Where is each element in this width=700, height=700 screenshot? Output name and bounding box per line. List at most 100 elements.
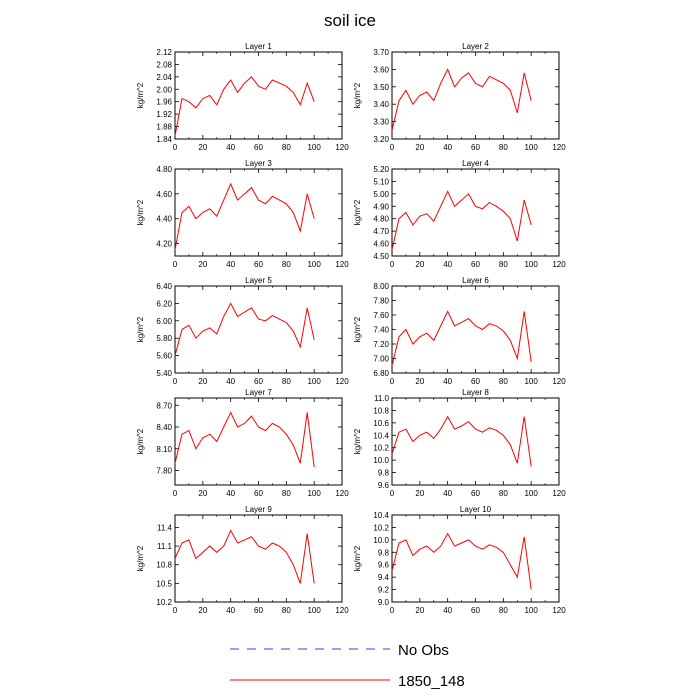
y-tick-label: 9.8 xyxy=(378,548,390,557)
y-tick-label: 4.90 xyxy=(373,202,389,211)
x-tick-label: 20 xyxy=(415,606,424,615)
y-tick-label: 3.40 xyxy=(373,100,389,109)
x-tick-label: 60 xyxy=(471,260,480,269)
x-tick-label: 40 xyxy=(226,606,235,615)
x-tick-label: 120 xyxy=(552,489,566,498)
x-tick-label: 100 xyxy=(524,377,538,386)
y-tick-label: 11.1 xyxy=(157,542,173,551)
x-tick-label: 80 xyxy=(499,143,508,152)
y-axis-label: kg/m^2 xyxy=(136,199,145,225)
y-tick-label: 10.0 xyxy=(373,456,389,465)
x-tick-label: 100 xyxy=(307,377,321,386)
y-tick-label: 4.50 xyxy=(373,252,389,261)
y-tick-label: 1.92 xyxy=(156,110,172,119)
y-tick-label: 4.60 xyxy=(373,240,389,249)
y-tick-label: 10.2 xyxy=(156,598,172,607)
y-axis-label: kg/m^2 xyxy=(136,428,145,454)
y-tick-label: 4.20 xyxy=(156,240,172,249)
x-tick-label: 120 xyxy=(335,143,349,152)
x-tick-label: 20 xyxy=(198,489,207,498)
series-line-1850-148 xyxy=(174,529,315,584)
legend: No Obs 1850_148 xyxy=(230,642,465,690)
figure-title: soil ice xyxy=(324,11,376,30)
y-axis-label: kg/m^2 xyxy=(353,82,362,108)
y-tick-label: 9.8 xyxy=(378,469,390,478)
y-axis-label: kg/m^2 xyxy=(136,545,145,571)
y-tick-label: 5.20 xyxy=(373,165,389,174)
series-line-1850-148 xyxy=(174,182,315,250)
y-tick-label: 4.70 xyxy=(373,227,389,236)
x-tick-label: 120 xyxy=(335,606,349,615)
panel-title: Layer 7 xyxy=(245,388,272,397)
x-tick-label: 0 xyxy=(173,489,178,498)
y-tick-label: 10.8 xyxy=(373,406,389,415)
x-tick-label: 40 xyxy=(443,143,452,152)
y-tick-label: 5.10 xyxy=(373,177,389,186)
y-axis-label: kg/m^2 xyxy=(353,199,362,225)
y-tick-label: 5.60 xyxy=(156,352,172,361)
series-line-1850-148 xyxy=(391,415,532,467)
x-tick-label: 20 xyxy=(198,260,207,269)
x-tick-label: 0 xyxy=(390,489,395,498)
series-line-1850-148 xyxy=(174,411,315,467)
x-tick-label: 120 xyxy=(552,377,566,386)
y-axis-label: kg/m^2 xyxy=(353,316,362,342)
x-tick-label: 20 xyxy=(415,143,424,152)
x-tick-label: 40 xyxy=(226,377,235,386)
x-tick-label: 0 xyxy=(173,143,178,152)
y-tick-label: 8.10 xyxy=(156,445,172,454)
x-tick-label: 80 xyxy=(499,260,508,269)
x-tick-label: 120 xyxy=(335,260,349,269)
y-tick-label: 5.40 xyxy=(156,369,172,378)
x-tick-label: 40 xyxy=(443,606,452,615)
plot-frame xyxy=(174,285,343,374)
x-tick-label: 20 xyxy=(415,377,424,386)
x-tick-label: 60 xyxy=(471,606,480,615)
y-tick-label: 8.40 xyxy=(156,423,172,432)
x-tick-label: 40 xyxy=(443,260,452,269)
y-tick-label: 7.00 xyxy=(373,355,389,364)
x-tick-label: 120 xyxy=(552,143,566,152)
x-tick-label: 0 xyxy=(173,377,178,386)
x-tick-label: 60 xyxy=(471,143,480,152)
y-tick-label: 3.60 xyxy=(373,65,389,74)
panels-grid: Layer 10 20 40 60 80 100 1201.841.881.921.962.… xyxy=(136,42,566,615)
y-tick-label: 1.96 xyxy=(156,98,172,107)
panel-title: Layer 9 xyxy=(245,505,272,514)
y-tick-label: 2.08 xyxy=(156,60,172,69)
x-tick-label: 60 xyxy=(254,377,263,386)
y-tick-label: 9.0 xyxy=(378,598,390,607)
y-tick-label: 4.80 xyxy=(373,215,389,224)
plot-frame xyxy=(391,285,560,374)
plot-frame xyxy=(391,51,560,140)
y-tick-label: 5.80 xyxy=(156,334,172,343)
x-tick-label: 100 xyxy=(524,606,538,615)
series-line-1850-148 xyxy=(391,190,532,250)
panel-layer-8: Layer 8 0 20 40 60 80 100 120 9.6 9.8 10.0 10.2 10.4… xyxy=(353,388,566,498)
legend-label-1850-148: 1850_148 xyxy=(398,673,465,690)
y-tick-label: 10.5 xyxy=(156,579,172,588)
x-tick-label: 20 xyxy=(198,377,207,386)
x-tick-label: 80 xyxy=(282,377,291,386)
y-tick-label: 10.2 xyxy=(373,523,389,532)
x-tick-label: 80 xyxy=(499,606,508,615)
panel-title: Layer 3 xyxy=(245,159,272,168)
x-tick-label: 40 xyxy=(226,260,235,269)
panel-title: Layer 2 xyxy=(462,42,489,51)
x-tick-label: 100 xyxy=(307,143,321,152)
y-tick-label: 10.4 xyxy=(373,431,389,440)
panel-title: Layer 5 xyxy=(245,276,272,285)
y-tick-label: 4.60 xyxy=(156,190,172,199)
x-tick-label: 0 xyxy=(390,143,395,152)
x-tick-label: 80 xyxy=(499,489,508,498)
y-tick-label: 4.80 xyxy=(156,165,172,174)
x-tick-label: 120 xyxy=(552,606,566,615)
x-tick-label: 100 xyxy=(524,260,538,269)
y-tick-label: 7.40 xyxy=(373,326,389,335)
panel-layer-9: Layer 9 0 20 40 60 80 100 120 10.2 10.5 10.8 11.1 11… xyxy=(136,505,349,615)
x-tick-label: 120 xyxy=(335,489,349,498)
panel-title: Layer 1 xyxy=(245,42,272,51)
panel-layer-10: Layer 10 0 20 40 60 80 100 120 9.0 9.2 9.4 9.6 9.8 10… xyxy=(353,505,566,615)
y-tick-label: 7.80 xyxy=(373,297,389,306)
y-tick-label: 4.40 xyxy=(156,215,172,224)
